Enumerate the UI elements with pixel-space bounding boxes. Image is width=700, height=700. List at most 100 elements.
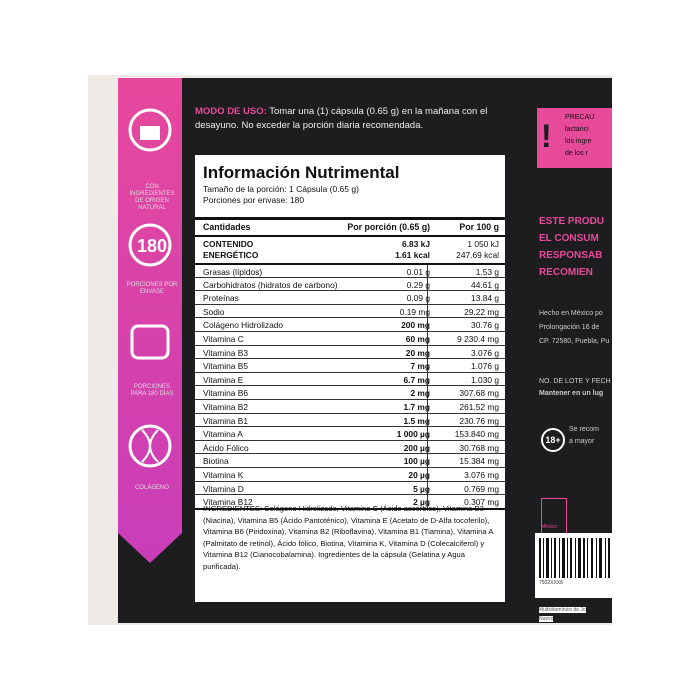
- divider: [427, 454, 428, 468]
- nutrient-portion: 20 mg: [405, 347, 430, 358]
- nutrient-portion: 0.01 g: [406, 267, 430, 277]
- nutrient-per100: 3.076 mg: [464, 470, 499, 480]
- nutrient-row: Vitamina C 60 mg 9 230.4 mg: [195, 331, 505, 346]
- warning-text: PRECAU: [565, 114, 595, 121]
- nutrient-row: Vitamina B3 20 mg 3.076 g: [195, 344, 505, 360]
- usage: MODO DE USO: Tomar una (1) cápsula (0.65…: [195, 105, 525, 133]
- warning-box: [537, 108, 612, 168]
- energy-per100: 1 050 kJ: [467, 239, 499, 249]
- nutrient-row: Vitamina E 6.7 mg 1.030 g: [195, 371, 505, 387]
- badge-text: PORCIONES POR ENVASE: [126, 282, 178, 295]
- nutrient-name: Vitamina B6: [203, 388, 249, 399]
- nutrient-portion: 1 000 µg: [396, 429, 430, 440]
- nutrient-portion: 1.7 mg: [403, 402, 430, 412]
- nutrient-portion: 7 mg: [410, 361, 430, 372]
- notice-text: RECOMIEN: [539, 267, 593, 278]
- nutrient-name: Vitamina A: [203, 429, 243, 440]
- notice-text: ESTE PRODU: [539, 216, 605, 227]
- footer-text: Nuevo: [539, 616, 554, 622]
- energy-row: CONTENIDO 6.83 kJ 1 050 kJ ENERGÉTICO 1.61 k…: [195, 235, 505, 263]
- usage-text: Tomar una (1) cápsula (0.65 g) en la mañ…: [195, 106, 488, 131]
- divider: [427, 291, 428, 305]
- header-cell: Cantidades: [203, 222, 251, 232]
- divider: [427, 386, 428, 400]
- nutrient-name: Sodio: [203, 306, 225, 317]
- nutrient-portion: 5 µg: [413, 483, 430, 494]
- header-cell: Por 100 g: [459, 222, 499, 232]
- nutrient-per100: 307.68 mg: [459, 388, 499, 399]
- nutrient-portion: 200 mg: [401, 320, 430, 331]
- nutrient-portion: 2 mg: [410, 388, 430, 399]
- divider: [427, 277, 428, 291]
- header-cell: Por porción (0.65 g): [347, 222, 430, 232]
- nutrient-portion: 0.29 g: [406, 279, 430, 290]
- notice-text: RESPONSAB: [539, 250, 603, 261]
- nutrient-per100: 0.307 mg: [464, 497, 499, 508]
- nutrient-per100: 1.53 g: [475, 267, 499, 277]
- nutrient-portion: 100 µg: [403, 456, 430, 467]
- nutrient-row: Vitamina B6 2 mg 307.68 mg: [195, 385, 505, 400]
- divider: [427, 495, 428, 509]
- age-text: a mayor: [569, 438, 595, 445]
- divider: [427, 372, 428, 386]
- badge-count: 180: [136, 236, 168, 256]
- nutrient-per100: 44.61 g: [471, 279, 499, 290]
- nutrient-row: Vitamina A 1 000 µg 153.840 mg: [195, 426, 505, 441]
- divider: [427, 427, 428, 441]
- energy-label: CONTENIDO: [203, 239, 254, 249]
- footer-text: Multivitamínico de Jo: [539, 607, 586, 613]
- divider: [427, 440, 428, 454]
- nutrient-name: Vitamina B2: [203, 402, 249, 412]
- table-header: Cantidades Por porción (0.65 g) Por 100 g: [195, 217, 505, 236]
- usage-label: MODO DE USO:: [195, 106, 267, 117]
- nutrient-name: Vitamina C: [203, 334, 244, 344]
- nutrient-portion: 20 µg: [408, 470, 430, 480]
- notice-text: EL CONSUM: [539, 233, 599, 244]
- badge-text: CON INGREDIENTES DE ORIGEN NATURAL: [129, 184, 175, 211]
- pink-strip: [118, 78, 182, 563]
- nutrient-name: Vitamina E: [203, 374, 244, 385]
- nutrient-per100: 30.768 mg: [459, 442, 499, 453]
- nutrition-table: Información Nutrimental Tamaño de la por…: [195, 155, 505, 602]
- address-text: Hecho en México po: [539, 310, 603, 317]
- warning-text: lactanci: [565, 126, 589, 133]
- nutrient-portion: 2 µg: [413, 497, 430, 508]
- table-title: Información Nutrimental: [203, 163, 400, 182]
- nutrient-per100: 1.076 g: [471, 361, 499, 372]
- nutrient-row: Sodio 0.19 mg 29.22 mg: [195, 303, 505, 319]
- address-text: Prolongación 16 de: [539, 324, 600, 331]
- nutrient-row: Vitamina B12 2 µg 0.307 mg: [195, 494, 505, 509]
- ingredients: INGREDIENTES: Colágeno Hidrolizado, Vita…: [203, 504, 493, 571]
- badge-text: COLÁGENO: [134, 485, 169, 491]
- servings: Porciones por envase: 180: [203, 195, 305, 205]
- nutrient-portion: 6.7 mg: [403, 374, 430, 385]
- energy-per100: 247.69 kcal: [456, 250, 499, 260]
- barcode: [539, 538, 610, 578]
- nutrient-row: Vitamina D 5 µg 0.769 mg: [195, 480, 505, 496]
- divider: [427, 304, 428, 318]
- nutrient-row: Proteínas 0.09 g 13.84 g: [195, 290, 505, 305]
- nutrient-name: Vitamina B1: [203, 415, 249, 426]
- nutrient-per100: 1.030 g: [471, 374, 499, 385]
- nutrient-name: Colágeno Hidrolizado: [203, 320, 284, 331]
- divider: [427, 468, 428, 481]
- nutrient-per100: 13.84 g: [471, 293, 499, 304]
- divider: [427, 318, 428, 332]
- nutrient-name: Proteínas: [203, 293, 239, 304]
- nutrient-row: Grasas (lípidos) 0.01 g 1.53 g: [195, 263, 505, 279]
- nutrient-name: Vitamina D: [203, 483, 244, 494]
- address-text: CP. 72580, Puebla, Pu: [539, 338, 610, 345]
- origin: México: [541, 524, 557, 530]
- nutrient-row: Vitamina K 20 µg 3.076 mg: [195, 467, 505, 482]
- table-bottom: [195, 507, 505, 510]
- divider: [427, 400, 428, 413]
- warning-icon: !: [541, 118, 552, 154]
- nutrient-portion: 200 µg: [403, 442, 430, 453]
- warning-text: de los r: [565, 150, 588, 157]
- nutrient-row: Carbohidratos (hidratos de carbono) 0.29 …: [195, 276, 505, 292]
- energy-label: ENERGÉTICO: [203, 250, 259, 260]
- badge-text: PORCIONES PARA 180 DÍAS: [130, 384, 174, 397]
- energy-portion: 6.83 kJ: [402, 239, 430, 249]
- nutrient-per100: 30.76 g: [471, 320, 499, 331]
